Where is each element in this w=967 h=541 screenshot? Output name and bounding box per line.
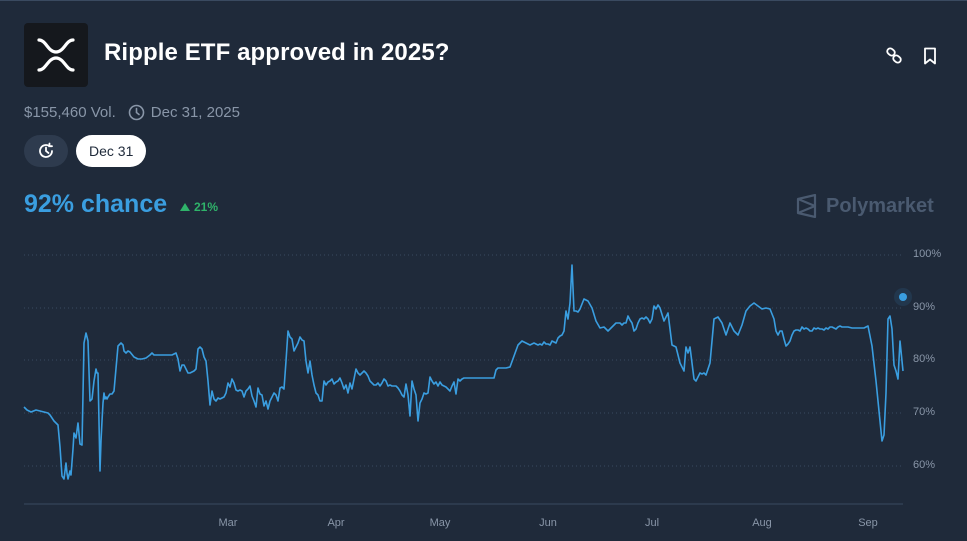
delta-value: 21% xyxy=(194,200,219,214)
volume-text: $155,460 Vol. xyxy=(24,104,116,121)
y-tick-label: 90% xyxy=(913,301,936,313)
x-tick-label: Apr xyxy=(327,517,345,529)
chance-value: 92% chance xyxy=(24,190,168,218)
chart-gridlines xyxy=(24,254,903,467)
y-tick-label: 70% xyxy=(913,406,936,418)
clock-icon xyxy=(128,104,145,121)
polymarket-logo-icon xyxy=(796,194,817,218)
bookmark-icon xyxy=(924,47,936,65)
x-tick-label: Jun xyxy=(539,517,557,529)
end-date-text: Dec 31, 2025 xyxy=(150,104,240,121)
date-pill-dec-31[interactable]: Dec 31 xyxy=(76,135,147,167)
x-tick-label: Sep xyxy=(858,517,878,529)
bookmark-button[interactable] xyxy=(919,45,941,67)
brand-text: Polymarket xyxy=(826,194,934,217)
chance-delta: 21% xyxy=(180,200,218,214)
x-tick-label: Aug xyxy=(752,517,772,529)
copy-link-button[interactable] xyxy=(883,45,905,67)
polymarket-brand: Polymarket xyxy=(796,194,934,218)
x-tick-label: Mar xyxy=(218,517,238,529)
history-icon xyxy=(39,142,53,158)
last-point-halo xyxy=(894,288,912,306)
x-tick-label: May xyxy=(429,517,451,529)
page-title: Ripple ETF approved in 2025? xyxy=(104,39,450,66)
history-button[interactable] xyxy=(24,135,68,167)
market-meta: $155,460 Vol. Dec 31, 2025 xyxy=(24,104,240,121)
y-tick-label: 100% xyxy=(913,248,942,260)
x-tick-label: Jul xyxy=(644,517,660,529)
y-tick-label: 60% xyxy=(913,459,936,471)
price-line xyxy=(23,264,904,480)
y-tick-label: 80% xyxy=(913,353,936,365)
arrow-up-icon xyxy=(180,203,190,211)
xrp-logo-icon xyxy=(37,38,75,72)
link-icon xyxy=(886,47,902,64)
last-point-marker xyxy=(899,293,907,301)
xrp-logo xyxy=(24,23,88,87)
